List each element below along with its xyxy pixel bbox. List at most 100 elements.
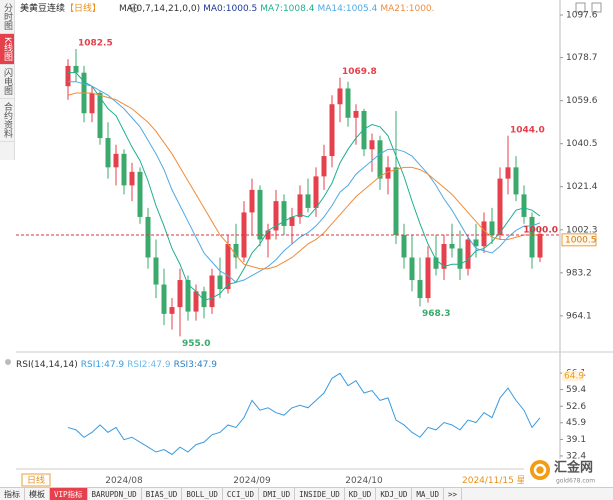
candle-body <box>193 291 199 312</box>
legend-entry: RSI1:47.9 <box>81 360 125 370</box>
x-tick-label: 2024/09 <box>233 476 271 486</box>
candle-body <box>65 65 71 87</box>
candle-body <box>369 140 375 150</box>
candle-body <box>89 92 95 114</box>
candle-body <box>473 239 479 247</box>
candle-body <box>417 280 423 299</box>
y-tick-label: 1078.7 <box>566 53 598 63</box>
date-label: 2024/11/15 星期 <box>462 475 535 486</box>
series-line <box>67 372 541 456</box>
candle-body <box>313 176 319 208</box>
indicator-tab[interactable]: KDJ_UD <box>376 488 413 500</box>
indicator-tab[interactable]: BIAS_UD <box>142 488 183 500</box>
indicator-tab[interactable]: INSIDE_UD <box>295 488 345 500</box>
candle-body <box>457 248 463 269</box>
marker-box <box>562 371 584 382</box>
y-tick-label: 1059.6 <box>566 96 598 106</box>
high-label: 1044.0 <box>510 125 545 135</box>
sidebar-tab[interactable]: 合约资料 <box>0 99 14 142</box>
indicator-tab[interactable]: MA_UD <box>412 488 444 500</box>
legend-entry: MA7:1008.4 <box>260 4 314 14</box>
indicator-tab[interactable]: >> <box>444 488 463 500</box>
candle-body <box>449 243 455 249</box>
chart-title: 美黄豆连续 <box>20 2 65 14</box>
add-icon[interactable] <box>129 3 139 13</box>
candle-body <box>233 243 239 258</box>
candle-body <box>273 201 279 231</box>
sidebar: 分时图 K线图 闪电图 合约资料 <box>0 0 15 160</box>
candle-body <box>361 110 367 150</box>
indicator: MA(0,7,14,21,0,0) <box>119 4 200 14</box>
ref-label: 1000.0 <box>523 225 558 235</box>
indicator-tab[interactable]: KD_UD <box>345 488 377 500</box>
sidebar-tab[interactable]: K线图 <box>0 34 14 65</box>
candle-body <box>409 257 415 281</box>
legend-entry: RSI2:47.9 <box>127 360 171 370</box>
panel-header: RSI(14,14,14) RSI1:47.9 RSI2:47.9 RSI3:47.9 <box>16 360 217 370</box>
candle-body <box>505 167 511 179</box>
candle-body <box>177 280 183 308</box>
legend-entry: MA0:1000.5 <box>203 4 257 14</box>
series-line <box>67 92 540 270</box>
candle-body <box>217 275 223 290</box>
candle-body <box>321 156 327 177</box>
candle-body <box>529 216 535 258</box>
candle-body <box>297 194 303 217</box>
series-line <box>68 72 541 301</box>
low-label: 955.0 <box>182 339 210 349</box>
panel-title: RSI(14,14,14) <box>16 360 78 370</box>
last-price-box <box>561 233 597 247</box>
y-tick-label: 45.9 <box>566 418 586 428</box>
high-label: 1069.8 <box>342 67 377 77</box>
settings-icon[interactable] <box>575 2 586 13</box>
candle-body <box>521 194 527 217</box>
candle-body <box>73 65 79 73</box>
candle-body <box>169 307 175 314</box>
last-price: 1000.5 <box>565 235 597 245</box>
y-tick-label: 1021.4 <box>566 182 598 192</box>
y-tick-label: 52.6 <box>566 402 586 412</box>
candle-body <box>225 243 231 290</box>
candle-body <box>137 171 143 217</box>
y-tick-label: 1040.5 <box>566 139 598 149</box>
candle-body <box>185 280 191 312</box>
candle-body <box>481 221 487 247</box>
period-label: 日线 <box>27 474 45 486</box>
x-tick-label: 2024/08 <box>105 476 143 486</box>
sidebar-tab[interactable]: 分时图 <box>0 0 14 34</box>
y-tick-label: 983.2 <box>566 268 592 278</box>
legend-entry: RSI3:47.9 <box>174 360 218 370</box>
window-icon[interactable] <box>591 2 602 13</box>
y-tick-label: 964.1 <box>566 311 592 321</box>
candle-body <box>497 178 503 235</box>
indicator-tab[interactable]: BARUPDN_UD <box>88 488 142 500</box>
y-tick-label: 1097.6 <box>566 10 598 20</box>
y-tick-label: 39.1 <box>566 435 586 445</box>
period: 【日线】 <box>65 2 101 14</box>
indicator-tab[interactable]: 指标 <box>0 488 25 500</box>
candle-body <box>329 104 335 157</box>
candle-body <box>401 234 407 258</box>
candle-body <box>145 216 151 258</box>
chart: 日线 2024/11/15 星期 964.1 983.2 1002.3 1021.4 1… <box>5 0 613 487</box>
candle-body <box>153 257 159 285</box>
candle-body <box>337 88 343 105</box>
indicator-tab[interactable]: 模板 <box>25 488 50 500</box>
candle-body <box>121 153 127 186</box>
candle-body <box>393 167 399 235</box>
y-tick-label: 32.4 <box>566 451 586 461</box>
indicator-tab[interactable]: CCI_UD <box>223 488 260 500</box>
sidebar-tab[interactable]: 闪电图 <box>0 65 14 99</box>
y-tick-label: 1002.3 <box>566 225 598 235</box>
low-label: 968.3 <box>422 309 450 319</box>
indicator-tab[interactable]: VIP指标 <box>50 488 88 500</box>
candle-body <box>305 194 311 208</box>
candle-body <box>353 110 359 118</box>
legend-entry: MA14:1005.4 <box>317 4 377 14</box>
candle-body <box>209 275 215 308</box>
logo-url: gold678.com <box>556 478 595 485</box>
period-box[interactable] <box>21 473 51 487</box>
indicator-tab[interactable]: BOLL_UD <box>182 488 223 500</box>
indicator-tab[interactable]: DMI_UD <box>259 488 296 500</box>
